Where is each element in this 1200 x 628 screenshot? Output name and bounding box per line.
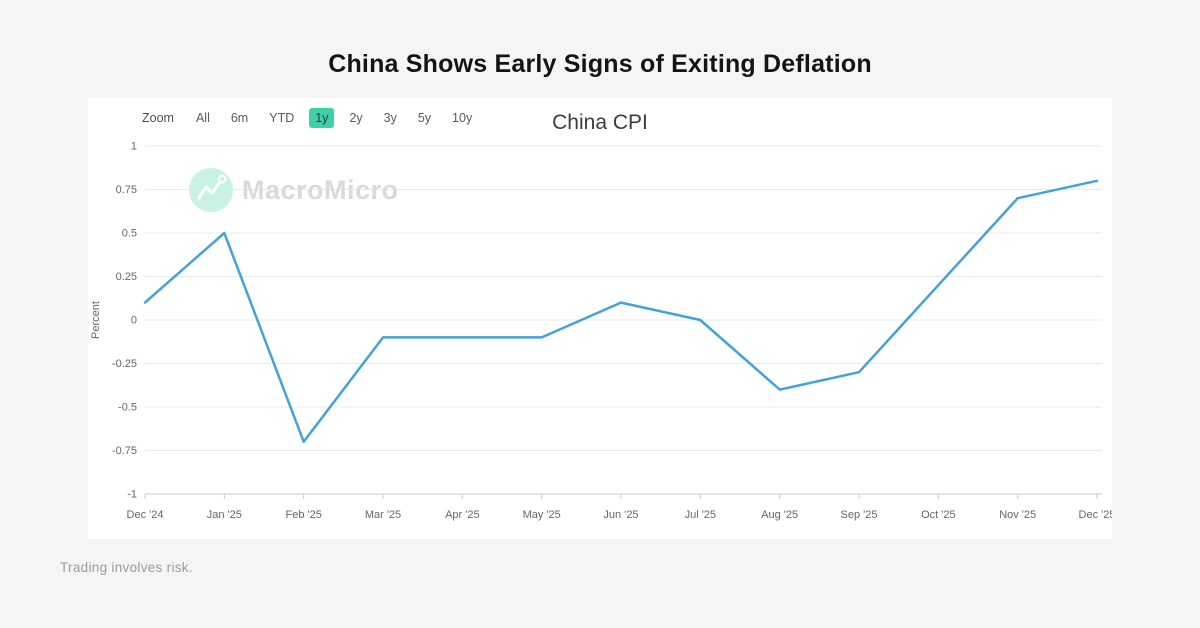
svg-text:-0.75: -0.75	[112, 445, 137, 457]
svg-text:1: 1	[131, 141, 137, 153]
range-button-5y[interactable]: 5y	[412, 108, 437, 128]
svg-text:0.25: 0.25	[116, 271, 137, 283]
svg-text:Oct '25: Oct '25	[921, 509, 956, 521]
svg-text:0.5: 0.5	[122, 228, 137, 240]
svg-text:-0.5: -0.5	[118, 402, 137, 414]
page-title: China Shows Early Signs of Exiting Defla…	[328, 50, 872, 78]
range-button-ytd[interactable]: YTD	[263, 108, 300, 128]
zoom-label: Zoom	[142, 111, 174, 125]
svg-text:Mar '25: Mar '25	[365, 509, 401, 521]
svg-text:Nov '25: Nov '25	[999, 509, 1036, 521]
svg-text:-1: -1	[127, 489, 137, 501]
range-selector-toolbar: Zoom All 6m YTD 1y 2y 3y 5y 10y	[142, 108, 478, 128]
svg-text:Dec '25: Dec '25	[1079, 509, 1112, 521]
range-button-2y[interactable]: 2y	[343, 108, 368, 128]
range-button-3y[interactable]: 3y	[378, 108, 403, 128]
svg-text:Jan '25: Jan '25	[207, 509, 242, 521]
svg-text:0.75: 0.75	[116, 184, 137, 196]
footer-disclaimer: Trading involves risk.	[60, 560, 193, 575]
svg-text:Jun '25: Jun '25	[603, 509, 638, 521]
range-buttons-group: All 6m YTD 1y 2y 3y 5y 10y	[190, 108, 478, 128]
cpi-line-chart: 1 0.75 0.5 0.25 0 -0.25 -0.5 -0.75 -1 Dec '24 Jan …	[90, 141, 1112, 522]
svg-text:Jul '25: Jul '25	[685, 509, 716, 521]
svg-text:Aug '25: Aug '25	[761, 509, 798, 521]
range-button-1y[interactable]: 1y	[309, 108, 335, 128]
svg-text:Apr '25: Apr '25	[445, 509, 480, 521]
y-axis-title: Percent	[90, 301, 102, 339]
x-axis-labels: Dec '24 Jan '25 Feb '25 Mar '25 Apr '25 May '…	[127, 509, 1112, 521]
svg-text:Feb '25: Feb '25	[285, 509, 321, 521]
range-button-all[interactable]: All	[190, 108, 216, 128]
svg-text:-0.25: -0.25	[112, 358, 137, 370]
svg-text:Dec '24: Dec '24	[127, 509, 164, 521]
chart-card: Zoom All 6m YTD 1y 2y 3y 5y 10y China CPI Macro…	[88, 98, 1112, 539]
plot-area[interactable]	[145, 146, 1102, 494]
gridlines	[145, 145, 1102, 495]
cpi-series-line[interactable]	[143, 179, 1099, 444]
svg-text:Sep '25: Sep '25	[841, 509, 878, 521]
chart-title: China CPI	[552, 111, 648, 134]
range-button-6m[interactable]: 6m	[225, 108, 254, 128]
svg-text:0: 0	[131, 315, 137, 327]
x-axis-ticks	[144, 494, 1098, 499]
range-button-10y[interactable]: 10y	[446, 108, 478, 128]
svg-text:May '25: May '25	[523, 509, 561, 521]
y-axis-labels: 1 0.75 0.5 0.25 0 -0.25 -0.5 -0.75 -1	[112, 141, 137, 501]
